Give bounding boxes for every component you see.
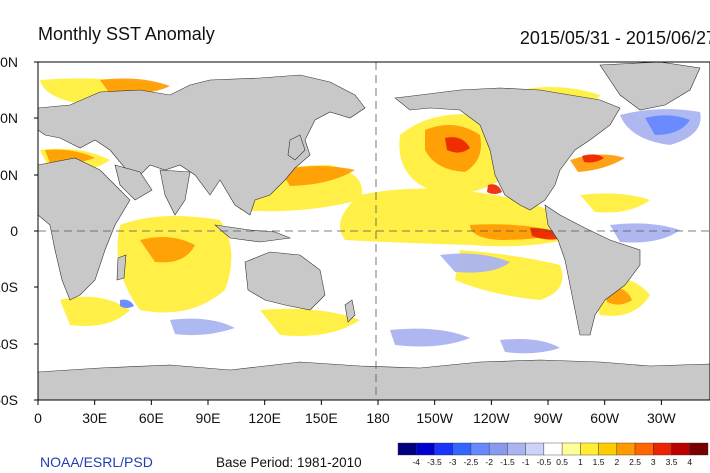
south-america-land xyxy=(544,204,641,336)
colorbar-label: 3.5 xyxy=(666,457,678,467)
colorbar-label: 1.5 xyxy=(593,457,605,467)
colorbar-label: -2 xyxy=(485,457,493,467)
date-range: 2015/05/31 - 2015/06/27 xyxy=(519,28,710,48)
colorbar-label: -3 xyxy=(449,457,457,467)
colorbar-label: -3.5 xyxy=(427,457,442,467)
eurasia-land xyxy=(38,74,366,216)
lon-label: 0 xyxy=(34,410,42,426)
lat-label: 20N xyxy=(0,167,18,183)
africa-land xyxy=(38,157,131,301)
lat-label: 40S xyxy=(0,336,18,352)
greenland-land xyxy=(599,62,701,111)
colorbar-swatch xyxy=(525,442,545,456)
india-land xyxy=(159,169,191,216)
colorbar-swatch xyxy=(561,442,581,456)
lat-label: 60S xyxy=(0,392,18,408)
longitude-labels: 0 30E 60E 90E 120E 150E 180 150W 120W 90W 60W 30W xyxy=(34,400,677,426)
colorbar-label: -4 xyxy=(412,457,420,467)
lat-label: 0 xyxy=(10,223,18,239)
lon-label: 30W xyxy=(647,410,677,426)
colorbar-label: -1.5 xyxy=(500,457,515,467)
lat-label: 40N xyxy=(0,110,18,126)
colorbar: -4 -3.5 -3 -2.5 -2 -1.5 -1 -0.5 0.5 1 1.5 2 2.5 3 3.5 4 xyxy=(397,442,709,467)
lat-label: 20S xyxy=(0,279,18,295)
colorbar-label: 0.5 xyxy=(556,457,568,467)
map-title: Monthly SST Anomaly xyxy=(38,24,215,44)
lon-label: 120E xyxy=(248,410,281,426)
lon-label: 90W xyxy=(534,410,564,426)
colorbar-label: -0.5 xyxy=(537,457,552,467)
colorbar-swatch xyxy=(598,442,618,456)
indonesia-land xyxy=(214,224,292,243)
arabia-land xyxy=(114,164,153,201)
lat-label: 60N xyxy=(0,54,18,70)
colorbar-label: -1 xyxy=(522,457,530,467)
base-period-label: Base Period: 1981-2010 xyxy=(216,455,362,470)
colorbar-label: 4 xyxy=(687,457,692,467)
colorbar-swatch xyxy=(507,442,526,456)
colorbar-swatch xyxy=(580,442,599,456)
colorbar-swatch xyxy=(416,442,435,456)
north-america-land xyxy=(394,87,621,211)
colorbar-swatch xyxy=(470,442,490,456)
madagascar-land xyxy=(116,254,127,281)
land-masses xyxy=(38,62,710,400)
lon-label: 180 xyxy=(366,410,390,426)
colorbar-label: 1 xyxy=(578,457,583,467)
credit-label: NOAA/ESRL/PSD xyxy=(40,454,153,470)
colorbar-swatch xyxy=(452,442,472,456)
colorbar-label: 2.5 xyxy=(629,457,641,467)
colorbar-swatch xyxy=(616,442,636,456)
lon-label: 150E xyxy=(305,410,338,426)
colorbar-label: -2.5 xyxy=(464,457,479,467)
lon-label: 90E xyxy=(196,410,221,426)
colorbar-swatch xyxy=(653,442,672,456)
colorbar-swatch xyxy=(543,442,563,456)
colorbar-swatch xyxy=(671,442,690,456)
lon-label: 60W xyxy=(590,410,620,426)
colorbar-swatch xyxy=(634,442,654,456)
colorbar-label: 2 xyxy=(614,457,619,467)
latitude-labels: 60N 40N 20N 0 20S 40S 60S xyxy=(0,54,38,408)
colorbar-swatch xyxy=(689,442,709,456)
antarctica-land xyxy=(38,359,710,400)
colorbar-swatch xyxy=(434,442,453,456)
lon-label: 30E xyxy=(82,410,107,426)
colorbar-swatch xyxy=(397,442,417,456)
japan-land xyxy=(287,134,306,161)
australia-land xyxy=(244,251,326,311)
anomaly-layer xyxy=(38,62,710,400)
lon-label: 120W xyxy=(473,410,510,426)
colorbar-label: 3 xyxy=(651,457,656,467)
new-zealand-land xyxy=(344,299,356,323)
lon-label: 150W xyxy=(416,410,453,426)
lon-label: 60E xyxy=(139,410,164,426)
colorbar-swatch xyxy=(488,442,508,456)
